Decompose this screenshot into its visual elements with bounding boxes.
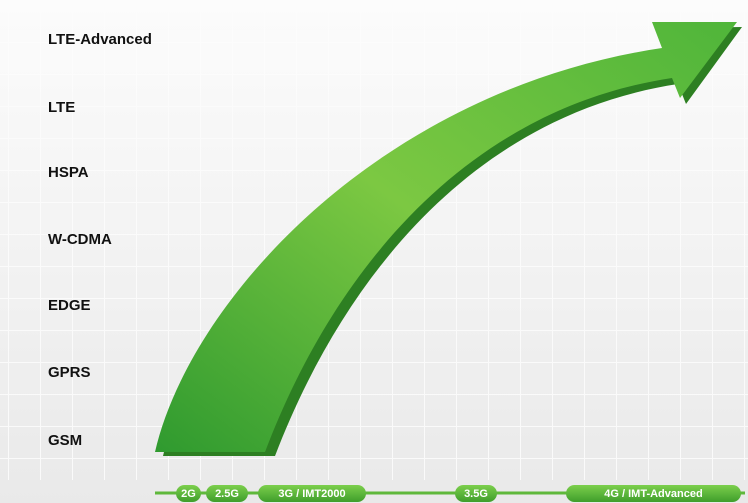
technology-label: LTE-Advanced — [48, 31, 152, 48]
generation-label: 3G / IMT2000 — [278, 488, 345, 500]
generation-pill — [455, 485, 497, 502]
generation-pill — [176, 485, 201, 502]
technologies: LTE-Advanced LTE HSPA W-CDMA EDGE GPRS GSM — [48, 31, 152, 449]
technology-label: GPRS — [48, 364, 91, 381]
generation-label: 2G — [181, 488, 196, 500]
technology-label: W-CDMA — [48, 231, 112, 248]
generation-label: 3.5G — [464, 488, 488, 500]
technology-label: GSM — [48, 432, 82, 449]
arrow — [155, 22, 737, 452]
generation-label: 2.5G — [215, 488, 239, 500]
technology-label: HSPA — [48, 164, 89, 181]
generation-pill — [566, 485, 741, 502]
generation-pill — [258, 485, 366, 502]
technology-label: LTE — [48, 99, 75, 116]
technology-label: EDGE — [48, 297, 91, 314]
generation-label: 4G / IMT-Advanced — [604, 488, 702, 500]
generations: 2G 2.5G 3G / IMT2000 3.5G 4G / IMT-Advanced — [176, 485, 741, 502]
generation-pill — [206, 485, 248, 502]
